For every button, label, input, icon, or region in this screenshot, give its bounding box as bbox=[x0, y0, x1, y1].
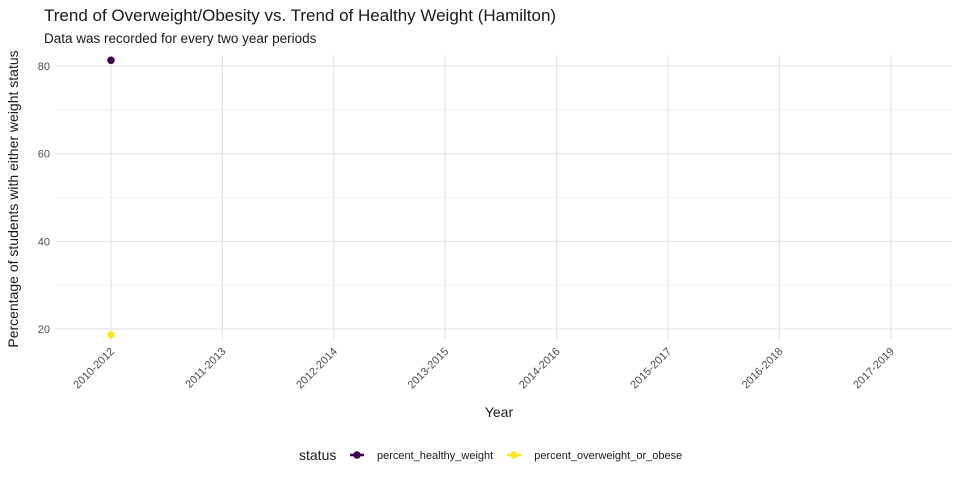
legend-label: percent_overweight_or_obese bbox=[534, 450, 682, 462]
x-tick-label: 2013-2015 bbox=[406, 346, 452, 392]
legend-title: status bbox=[299, 447, 336, 463]
y-tick-label: 40 bbox=[38, 236, 50, 248]
x-tick-label: 2011-2013 bbox=[183, 346, 228, 391]
legend-key-point bbox=[510, 451, 519, 459]
x-tick-label: 2010-2012 bbox=[71, 346, 117, 392]
legend-label: percent_healthy_weight bbox=[377, 450, 493, 462]
legend: status percent_healthy_weight percent_ove… bbox=[299, 447, 682, 463]
chart-subtitle: Data was recorded for every two year per… bbox=[44, 31, 317, 46]
y-tick-label: 60 bbox=[38, 149, 50, 161]
x-tick-label: 2012-2014 bbox=[294, 346, 340, 392]
x-tick-label: 2015-2017 bbox=[628, 346, 674, 392]
x-tick-label: 2014-2016 bbox=[517, 346, 563, 392]
x-tick-label: 2017-2019 bbox=[851, 346, 897, 392]
y-tick-label: 20 bbox=[38, 324, 50, 336]
x-axis-title: Year bbox=[485, 404, 514, 420]
y-axis-title: Percentage of students with either weigh… bbox=[5, 50, 21, 347]
legend-key-point bbox=[353, 451, 361, 459]
chart-title: Trend of Overweight/Obesity vs. Trend of… bbox=[44, 6, 557, 25]
series-points bbox=[107, 56, 115, 339]
grid bbox=[55, 55, 952, 340]
y-tick-label: 80 bbox=[38, 61, 50, 73]
y-axis-ticks: 20 40 60 80 bbox=[38, 61, 50, 336]
data-point bbox=[107, 330, 115, 339]
x-axis-ticks: 2010-2012 2011-2013 2012-2014 2013-2015 2014… bbox=[71, 346, 896, 392]
data-point bbox=[107, 56, 115, 65]
x-tick-label: 2016-2018 bbox=[740, 346, 786, 392]
